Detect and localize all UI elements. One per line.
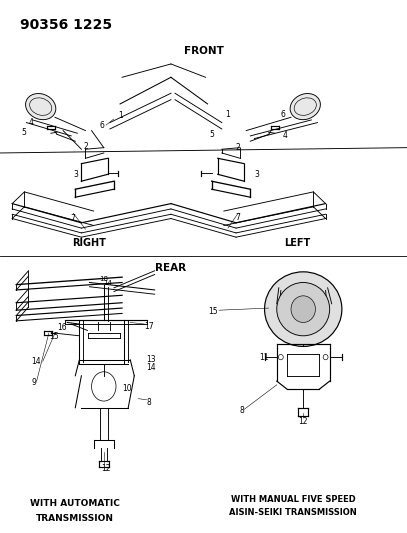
Text: 2: 2 [235, 143, 240, 151]
Text: 12: 12 [101, 464, 111, 473]
Text: 90356 1225: 90356 1225 [20, 18, 112, 32]
Ellipse shape [265, 272, 342, 346]
Ellipse shape [290, 93, 320, 120]
Ellipse shape [26, 93, 56, 120]
Text: RIGHT: RIGHT [72, 238, 107, 247]
Text: 4: 4 [283, 132, 288, 140]
Text: 6: 6 [100, 121, 105, 130]
Text: 1: 1 [225, 110, 230, 119]
Ellipse shape [291, 296, 315, 322]
Ellipse shape [277, 282, 330, 336]
Text: 18: 18 [99, 277, 108, 282]
Text: 8: 8 [147, 398, 151, 407]
Text: 17: 17 [144, 322, 154, 330]
Text: 9: 9 [32, 378, 37, 386]
Text: 7: 7 [236, 213, 241, 222]
Text: 7: 7 [71, 214, 76, 223]
Text: 3: 3 [254, 171, 259, 179]
Text: 2: 2 [83, 142, 88, 151]
Text: 8: 8 [239, 406, 244, 415]
Text: 6: 6 [281, 110, 286, 119]
Text: TRANSMISSION: TRANSMISSION [36, 514, 114, 522]
Text: 11: 11 [259, 353, 269, 361]
Text: 16: 16 [57, 324, 67, 332]
Text: 1: 1 [118, 111, 123, 120]
Text: 5: 5 [210, 130, 214, 139]
Text: 15: 15 [49, 333, 59, 341]
Text: 4: 4 [28, 118, 33, 127]
Text: 14: 14 [31, 357, 41, 366]
Text: 10: 10 [122, 384, 132, 392]
Text: 3: 3 [73, 171, 78, 179]
Text: 5: 5 [22, 128, 26, 136]
Text: WITH AUTOMATIC: WITH AUTOMATIC [31, 499, 120, 508]
Text: LEFT: LEFT [284, 238, 310, 247]
Text: 14: 14 [103, 280, 112, 286]
Text: WITH MANUAL FIVE SPEED: WITH MANUAL FIVE SPEED [231, 495, 355, 504]
Text: 14: 14 [147, 364, 156, 372]
Text: FRONT: FRONT [184, 46, 223, 55]
Text: 13: 13 [147, 356, 156, 364]
Text: 12: 12 [298, 417, 308, 426]
Text: AISIN-SEIKI TRANSMISSION: AISIN-SEIKI TRANSMISSION [229, 508, 357, 517]
Text: REAR: REAR [155, 263, 186, 273]
Text: 15: 15 [208, 308, 218, 316]
